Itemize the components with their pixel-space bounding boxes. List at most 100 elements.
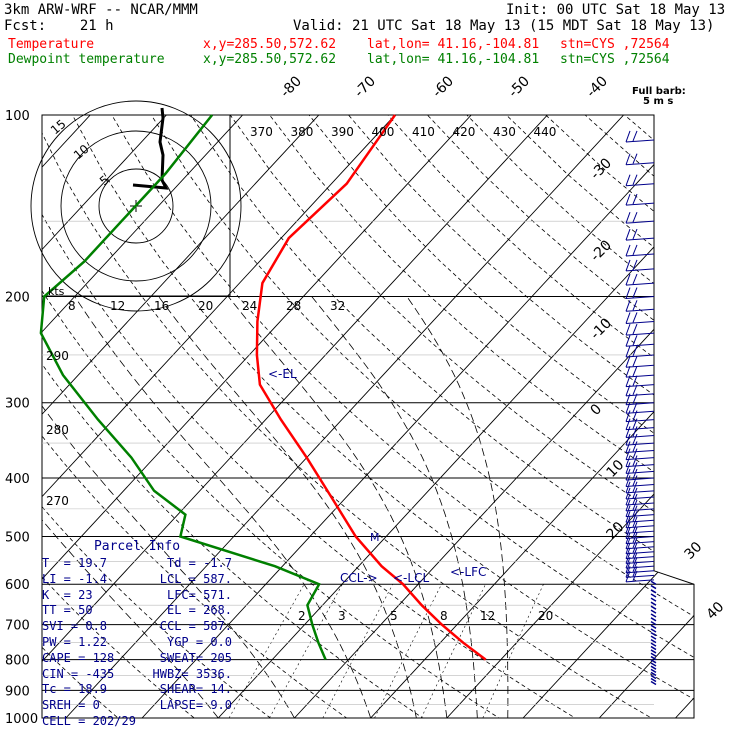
wind-barb: [650, 671, 657, 677]
wind-barb-flag: [625, 468, 631, 481]
wind-barb: [625, 220, 655, 224]
mixing-ratio-label: 12: [480, 609, 495, 623]
dry-adiabat: [269, 115, 694, 718]
parcel-value: 128: [85, 650, 115, 665]
dry-adiabat: [42, 115, 443, 718]
parcel-info-right: SHEAR= 14.: [160, 682, 232, 698]
wind-barb-flag: [632, 193, 638, 205]
wind-barb: [625, 343, 655, 347]
dewpoint-profile: [39, 114, 327, 661]
parcel-key: K =: [42, 587, 71, 602]
parcel-info-row: SVI = 0.8 CCL = 587.: [42, 619, 232, 635]
wind-barb-flag: [632, 345, 638, 357]
wind-barb: [650, 628, 657, 633]
parcel-info-row: TT = 50 EL = 268.: [42, 603, 232, 619]
model-title: 3km ARW-WRF -- NCAR/MMM: [4, 2, 198, 18]
wind-barb: [650, 624, 657, 629]
wind-barb-flag: [632, 462, 638, 473]
wind-barb: [625, 560, 655, 564]
dry-adiabat: [42, 115, 366, 718]
wind-barb-flag: [632, 542, 638, 553]
wind-barb: [625, 183, 655, 187]
isotherm-line: [598, 115, 694, 718]
left-theta-label: 290: [46, 349, 69, 363]
barb-units-label: 5 m s: [643, 96, 673, 107]
wind-barb-flag: [625, 375, 631, 387]
wind-barb: [625, 514, 655, 518]
pressure-tick-label: 400: [5, 472, 30, 487]
parcel-key: SWEAT=: [159, 650, 204, 665]
wind-barb-flag: [625, 365, 631, 378]
wind-barb: [650, 580, 657, 585]
dry-adiabat: [545, 115, 694, 718]
wind-barb-flag: [632, 402, 638, 413]
wind-barb-flag: [625, 287, 631, 299]
parcel-key: SVI =: [42, 619, 79, 634]
parcel-value: -1.4: [70, 571, 108, 586]
wind-barb-flag: [632, 532, 638, 543]
wind-barb-flag: [632, 570, 638, 582]
pressure-tick-label: 100: [5, 109, 30, 124]
wind-barb: [625, 374, 655, 378]
wind-barb: [650, 655, 657, 661]
dewpoint-legend-xy: x,y=285.50,572.62: [203, 52, 337, 67]
wind-barb-flag: [625, 312, 631, 324]
theta-label: 440: [534, 125, 557, 139]
wind-barb-flag: [625, 499, 631, 512]
pressure-tick-label: 500: [5, 530, 30, 545]
dry-adiabat: [387, 115, 694, 718]
wind-barb: [650, 662, 657, 667]
wind-barb-flag: [632, 511, 638, 522]
wind-barb-flag: [625, 475, 631, 487]
barb-key-label: Full barb:: [632, 86, 686, 97]
wind-barb-flag: [632, 547, 638, 558]
parcel-key: SHEAR=: [159, 682, 204, 697]
wind-barb: [625, 402, 655, 406]
wind-barb-flag: [625, 193, 631, 206]
isotherm-label: 20: [604, 519, 628, 543]
isotherm-line: [675, 115, 694, 718]
hodograph-ring: [60, 130, 212, 282]
wind-barb: [650, 674, 657, 680]
parcel-value: 18.9: [70, 682, 108, 697]
parcel-value: 0: [85, 698, 100, 713]
wind-barb: [625, 434, 655, 438]
wind-barb-flag: [625, 527, 631, 539]
wind-barb-flag: [632, 561, 638, 572]
wind-barb: [650, 593, 657, 598]
wind-barb-flag: [632, 505, 638, 516]
isotherm-line: [141, 115, 694, 718]
parcel-info-left: K = 23: [42, 588, 93, 604]
wind-barb-flag: [625, 153, 631, 165]
wind-barb-flag: [625, 537, 631, 549]
parcel-info-left: LI = -1.4: [42, 572, 107, 588]
wind-barb-flag: [632, 448, 638, 459]
wind-barb-flag: [625, 561, 631, 573]
parcel-info-left: CELL = 202/29: [42, 714, 136, 730]
wind-barb: [625, 464, 655, 468]
parcel-info-left: Tc = 18.9: [42, 682, 107, 698]
parcel-info-title: Parcel Info: [93, 539, 181, 554]
theta-label: 420: [453, 125, 476, 139]
temperature-legend-xy: x,y=285.50,572.62: [203, 37, 337, 52]
isotherm-line: [217, 115, 694, 718]
kts-label: kts: [48, 285, 65, 298]
wind-barb-flag: [625, 455, 631, 467]
wind-barb-flag: [632, 433, 638, 445]
m-marker: M: [370, 531, 380, 544]
hodograph-ring: [98, 168, 174, 244]
parcel-key: SREH =: [42, 698, 86, 713]
parcel-key: Tc =: [42, 682, 71, 697]
wind-barb-flag: [632, 487, 638, 499]
parcel-info-right: SWEAT= 205: [160, 651, 232, 667]
parcel-info-row: CIN = -435 HWBZ= 3536.: [42, 667, 232, 683]
wind-barb-flag: [632, 211, 638, 223]
wind-barb: [650, 597, 657, 602]
wind-barb: [625, 442, 655, 446]
temperature-legend-name: Temperature: [8, 37, 95, 52]
theta-label: 380: [291, 125, 314, 139]
isotherm-label: -20: [588, 237, 615, 264]
wind-barb: [650, 605, 657, 610]
mixing-ratio-label: 3: [338, 609, 346, 623]
